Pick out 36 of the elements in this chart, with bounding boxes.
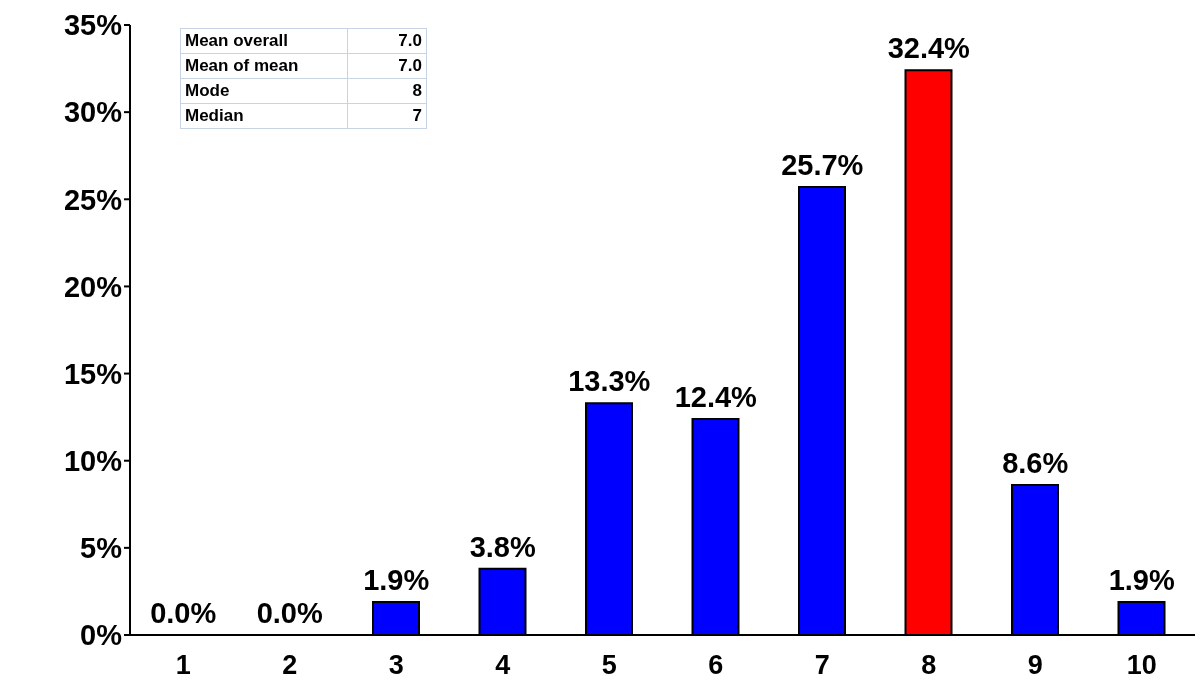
y-tick-label: 15%	[63, 357, 123, 390]
y-tick-label: 10%	[63, 445, 123, 478]
x-tick-label: 6	[708, 650, 724, 681]
annotation: Median	[180, 103, 348, 129]
data-label: 25.7%	[781, 149, 864, 182]
data-label: 1.9%	[1108, 563, 1176, 596]
annotation: 7.0	[347, 28, 427, 54]
data-label: 12.4%	[674, 380, 758, 413]
x-tick-label: 2	[282, 650, 298, 681]
annotation: Mean overall	[180, 28, 348, 54]
data-label: 13.3%	[568, 365, 651, 398]
y-tick-label: 35%	[63, 9, 123, 42]
x-tick-label: 3	[388, 650, 404, 681]
x-tick-label: 1	[175, 650, 191, 681]
data-label: 8.6%	[1002, 447, 1069, 480]
annotation: Mode	[180, 78, 348, 104]
x-tick-label: 9	[1027, 650, 1043, 681]
data-label: 32.4%	[887, 32, 971, 65]
annotation: 7.0	[347, 53, 427, 79]
y-tick-label: 5%	[80, 532, 123, 565]
annotation: 8	[347, 78, 427, 104]
data-label: 1.9%	[363, 563, 430, 596]
x-tick-label: 7	[814, 650, 830, 681]
data-label: 3.8%	[469, 530, 537, 563]
annotation: Mean of mean	[180, 53, 348, 79]
y-tick-label: 20%	[63, 270, 123, 303]
y-tick-label: 25%	[63, 183, 123, 216]
x-tick-label: 4	[495, 650, 511, 681]
x-tick-label: 10	[1126, 650, 1157, 681]
y-tick-label: 0%	[80, 619, 123, 652]
data-label: 0.0%	[256, 597, 324, 629]
x-tick-label: 8	[921, 650, 937, 681]
data-label: 0.0%	[150, 597, 217, 629]
x-tick-label: 5	[601, 650, 617, 681]
annotation: 7	[347, 103, 427, 129]
y-tick-label: 30%	[63, 96, 123, 129]
